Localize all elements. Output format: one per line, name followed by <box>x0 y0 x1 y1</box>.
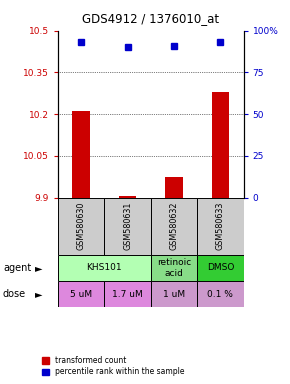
Text: ►: ► <box>35 289 42 299</box>
Text: 1 uM: 1 uM <box>163 290 185 299</box>
Bar <box>58 281 104 307</box>
Legend: transformed count, percentile rank within the sample: transformed count, percentile rank withi… <box>41 356 185 376</box>
Bar <box>104 197 151 255</box>
Bar <box>197 281 244 307</box>
Text: 5 uM: 5 uM <box>70 290 92 299</box>
Text: agent: agent <box>3 263 31 273</box>
Bar <box>58 255 151 281</box>
Bar <box>212 92 229 197</box>
Text: dose: dose <box>3 289 26 299</box>
Text: 0.1 %: 0.1 % <box>207 290 233 299</box>
Bar <box>151 255 197 281</box>
Bar <box>197 197 244 255</box>
Text: ►: ► <box>35 263 42 273</box>
Text: GSM580630: GSM580630 <box>77 202 86 250</box>
Text: GSM580631: GSM580631 <box>123 202 132 250</box>
Bar <box>151 281 197 307</box>
Text: GDS4912 / 1376010_at: GDS4912 / 1376010_at <box>82 12 219 25</box>
Bar <box>104 281 151 307</box>
Text: GSM580632: GSM580632 <box>169 202 179 250</box>
Bar <box>119 196 136 197</box>
Bar <box>58 197 104 255</box>
Text: 1.7 uM: 1.7 uM <box>112 290 143 299</box>
Bar <box>165 177 183 197</box>
Bar <box>72 111 90 197</box>
Text: GSM580633: GSM580633 <box>216 202 225 250</box>
Text: KHS101: KHS101 <box>87 263 122 272</box>
Text: retinoic
acid: retinoic acid <box>157 258 191 278</box>
Bar <box>197 255 244 281</box>
Text: DMSO: DMSO <box>207 263 234 272</box>
Bar <box>151 197 197 255</box>
